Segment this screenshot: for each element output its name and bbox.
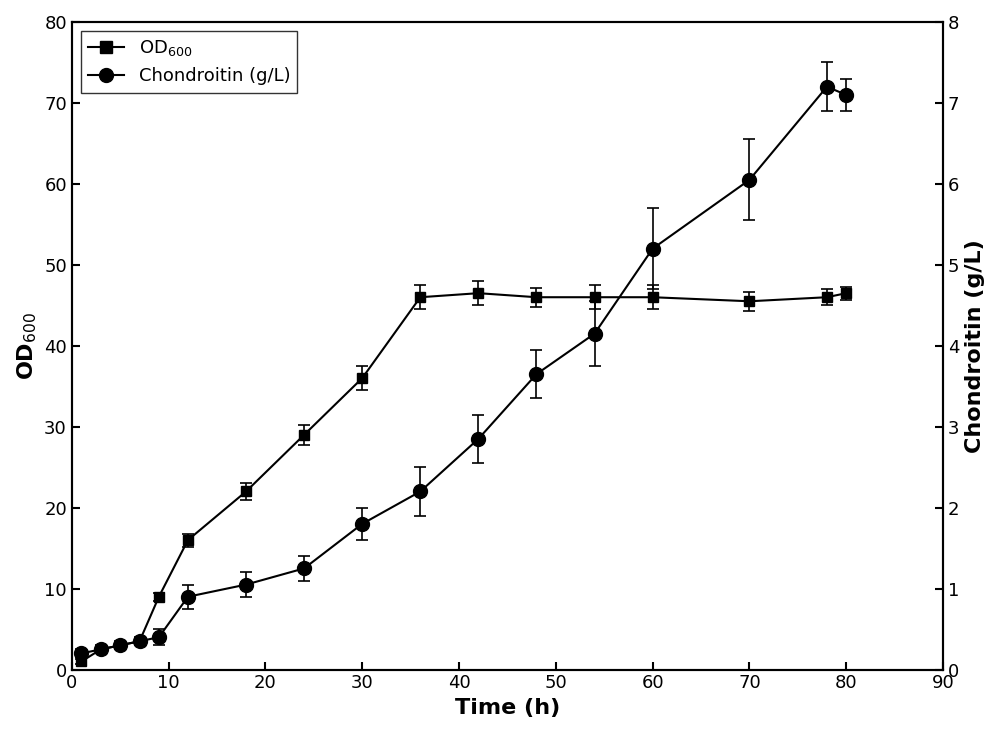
Legend: OD$_{600}$, Chondroitin (g/L): OD$_{600}$, Chondroitin (g/L) (81, 31, 297, 92)
Y-axis label: Chondroitin (g/L): Chondroitin (g/L) (965, 239, 985, 453)
X-axis label: Time (h): Time (h) (455, 698, 560, 718)
Y-axis label: OD$_{600}$: OD$_{600}$ (15, 312, 39, 380)
